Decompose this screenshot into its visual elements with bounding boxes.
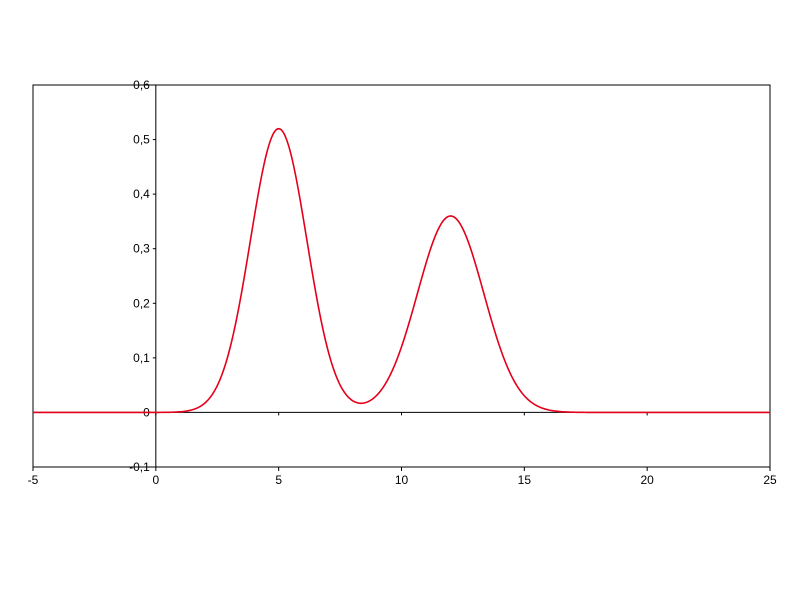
- chart-background: [0, 0, 800, 600]
- y-tick-label: 0,5: [133, 133, 150, 147]
- line-chart: -50510152025-0,100,10,20,30,40,50,6: [0, 0, 800, 600]
- y-tick-label: 0,6: [133, 78, 150, 92]
- chart-container: -50510152025-0,100,10,20,30,40,50,6: [0, 0, 800, 600]
- x-tick-label: -5: [28, 473, 39, 487]
- y-tick-label: 0,3: [133, 242, 150, 256]
- y-tick-label: 0,2: [133, 296, 150, 310]
- y-tick-label: 0,4: [133, 187, 150, 201]
- x-tick-label: 20: [640, 473, 654, 487]
- y-tick-label: 0,1: [133, 351, 150, 365]
- x-tick-label: 25: [763, 473, 777, 487]
- x-tick-label: 15: [518, 473, 532, 487]
- x-tick-label: 10: [395, 473, 409, 487]
- x-tick-label: 5: [275, 473, 282, 487]
- x-tick-label: 0: [152, 473, 159, 487]
- y-tick-label: -0,1: [129, 460, 150, 474]
